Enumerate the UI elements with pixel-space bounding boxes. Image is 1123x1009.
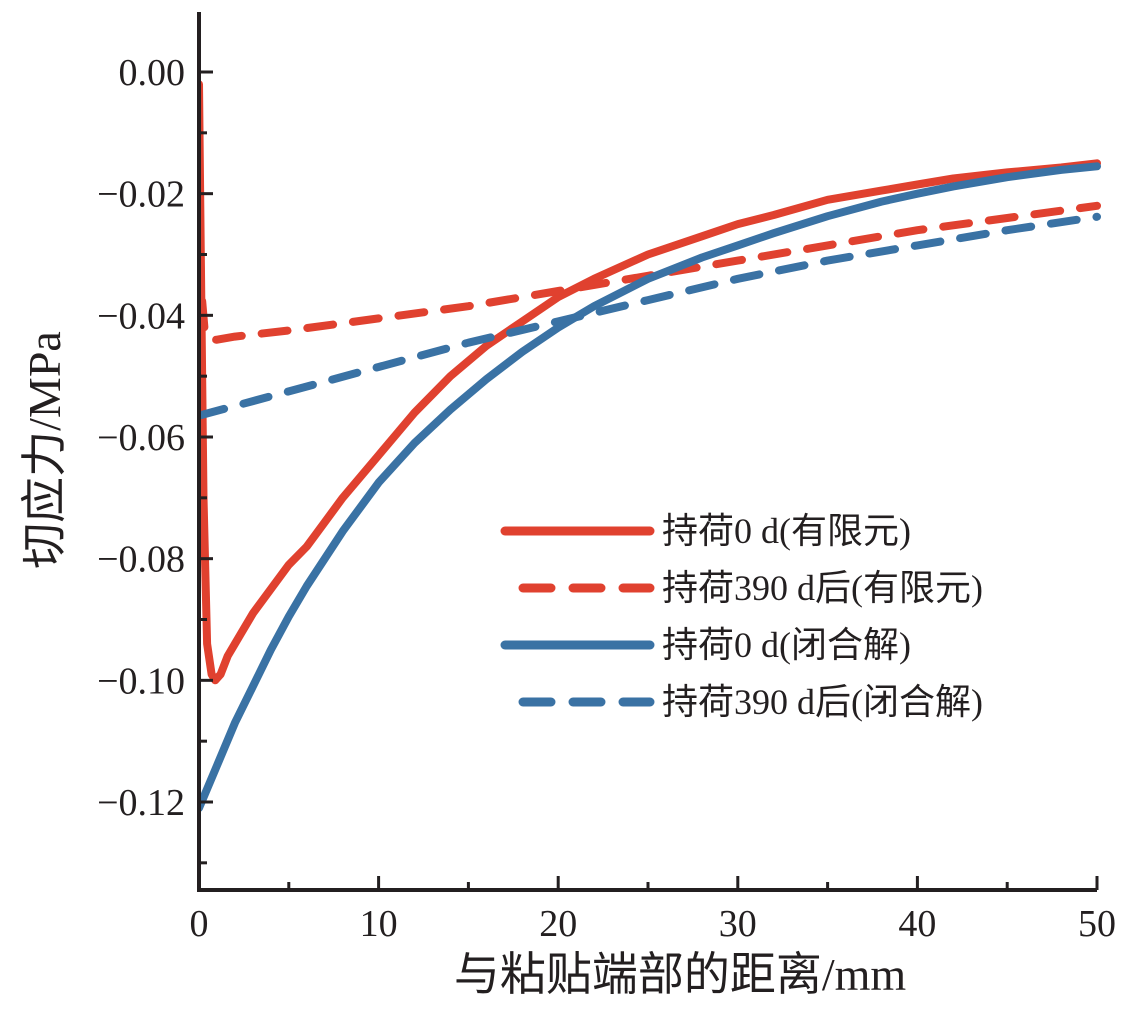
legend-label-4: 持荷390 d后(闭合解): [662, 682, 983, 722]
ticks-layer: 0.00 −0.02 −0.04 −0.06 −0.08 −0.10 −0.12 0 10 20 3…: [97, 52, 1116, 945]
y-tick-label: −0.06: [97, 417, 185, 459]
x-tick-label: 30: [719, 903, 757, 945]
series-line-1: [199, 80, 1101, 685]
legend-label-3: 持荷0 d(闭合解): [662, 625, 911, 665]
y-tick-label: −0.08: [97, 539, 185, 581]
x-tick-label: 0: [190, 903, 209, 945]
x-tick-label: 50: [1078, 903, 1116, 945]
legend-label-1: 持荷0 d(有限元): [662, 511, 911, 551]
legend-label-2: 持荷390 d后(有限元): [662, 568, 983, 608]
legend: 持荷0 d(有限元) 持荷390 d后(有限元) 持荷0 d(闭合解) 持荷390 d…: [500, 511, 983, 722]
x-tick-label: 10: [360, 903, 398, 945]
y-axis-title: 切应力/MPa: [19, 331, 70, 569]
series-line-4: [199, 212, 1101, 420]
y-tick-label: −0.12: [97, 782, 185, 824]
y-tick-label: −0.10: [97, 660, 185, 702]
y-tick-label: 0.00: [119, 52, 186, 94]
x-tick-label: 20: [539, 903, 577, 945]
x-tick-label: 40: [898, 903, 936, 945]
series-layer: [199, 80, 1101, 813]
series-line-2: [199, 159, 1101, 344]
y-tick-label: −0.02: [97, 174, 185, 216]
x-axis-title: 与粘贴端部的距离/mm: [454, 949, 907, 1000]
series-line-3: [199, 162, 1101, 813]
axes-layer: [197, 12, 1097, 892]
y-tick-label: −0.04: [97, 295, 185, 337]
